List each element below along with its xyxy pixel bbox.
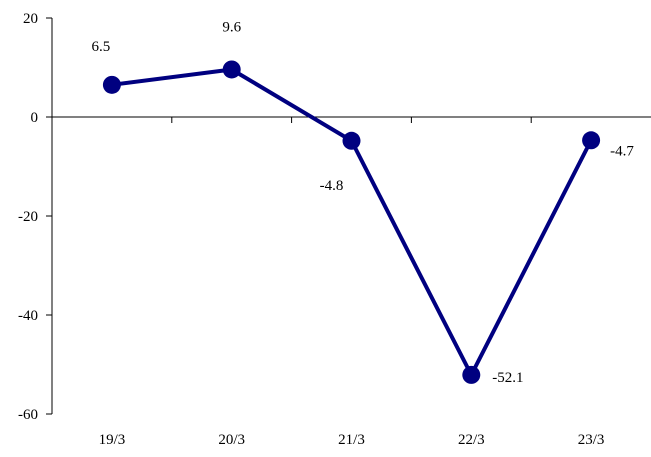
- data-label: 6.5: [92, 39, 111, 55]
- y-tick-label: -20: [18, 209, 38, 225]
- series-line: [102, 60, 601, 384]
- data-point-marker: [102, 75, 121, 94]
- x-tick-label: 21/3: [338, 432, 365, 448]
- series-polyline: [111, 67, 593, 377]
- data-label: 9.6: [222, 19, 241, 35]
- data-labels: 6.5 9.6 -4.8 -52.1 -4.7: [92, 19, 635, 385]
- x-tick-label: 23/3: [578, 432, 605, 448]
- x-tick-label: 22/3: [458, 432, 485, 448]
- data-label: -52.1: [492, 370, 523, 386]
- y-tick-label: 20: [23, 11, 38, 27]
- x-tick-label: 19/3: [99, 432, 126, 448]
- x-axis: 19/3 20/3 21/3 22/3 23/3: [52, 116, 651, 448]
- y-tick-label: 0: [31, 110, 39, 126]
- y-tick-label: -60: [18, 407, 38, 423]
- x-tick-label: 20/3: [218, 432, 245, 448]
- data-point-marker: [342, 131, 361, 150]
- data-point-marker: [582, 131, 601, 150]
- y-axis: 20 0 -20 -40 -60: [18, 11, 53, 423]
- data-label: -4.7: [610, 143, 634, 159]
- y-tick-label: -40: [18, 308, 38, 324]
- data-point-marker: [222, 60, 241, 79]
- data-point-marker: [462, 365, 481, 384]
- data-label: -4.8: [320, 178, 344, 194]
